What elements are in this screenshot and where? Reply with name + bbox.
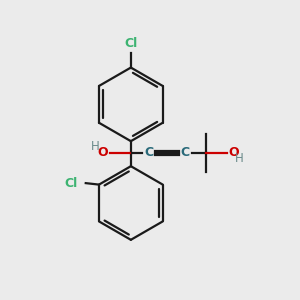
Text: H: H — [91, 140, 100, 153]
Text: Cl: Cl — [124, 38, 137, 50]
Text: Cl: Cl — [64, 177, 77, 190]
Text: O: O — [98, 146, 108, 159]
Text: O: O — [228, 146, 239, 159]
Text: C: C — [181, 146, 190, 159]
Text: H: H — [235, 152, 243, 165]
Text: C: C — [144, 146, 153, 159]
